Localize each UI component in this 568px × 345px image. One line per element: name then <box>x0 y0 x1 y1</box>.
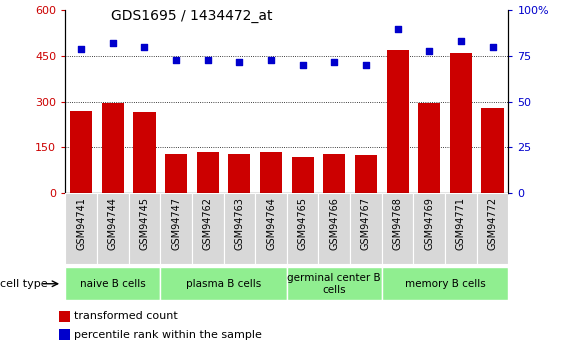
Bar <box>165 154 187 193</box>
Text: GSM94747: GSM94747 <box>171 197 181 250</box>
Point <box>108 40 118 46</box>
Bar <box>128 193 160 264</box>
Bar <box>414 193 445 264</box>
Bar <box>255 193 287 264</box>
Point <box>203 57 212 62</box>
Text: GSM94772: GSM94772 <box>487 197 498 250</box>
Bar <box>192 193 224 264</box>
Bar <box>386 50 409 193</box>
Text: GSM94765: GSM94765 <box>298 197 308 250</box>
Bar <box>65 267 160 300</box>
Bar <box>445 193 477 264</box>
Point <box>140 44 149 50</box>
Bar <box>482 108 504 193</box>
Point <box>425 48 434 53</box>
Bar <box>228 154 250 193</box>
Text: GSM94767: GSM94767 <box>361 197 371 250</box>
Text: transformed count: transformed count <box>74 312 178 322</box>
Point <box>172 57 181 62</box>
Text: GSM94745: GSM94745 <box>139 197 149 250</box>
Bar <box>160 193 192 264</box>
Bar <box>197 152 219 193</box>
Text: GSM94762: GSM94762 <box>203 197 213 250</box>
Point <box>330 59 339 64</box>
Text: plasma B cells: plasma B cells <box>186 279 261 289</box>
Text: memory B cells: memory B cells <box>404 279 486 289</box>
Bar <box>133 111 156 193</box>
Bar <box>59 311 70 322</box>
Point <box>488 44 497 50</box>
Bar <box>382 193 414 264</box>
Bar <box>97 193 128 264</box>
Text: GSM94744: GSM94744 <box>108 197 118 250</box>
Bar <box>323 154 345 193</box>
Bar <box>65 193 97 264</box>
Text: cell type: cell type <box>0 279 48 289</box>
Bar <box>70 111 92 193</box>
Bar <box>160 267 287 300</box>
Bar <box>319 193 350 264</box>
Text: GDS1695 / 1434472_at: GDS1695 / 1434472_at <box>111 9 272 23</box>
Text: germinal center B
cells: germinal center B cells <box>287 273 381 295</box>
Point <box>393 26 402 31</box>
Text: GSM94763: GSM94763 <box>235 197 244 250</box>
Text: GSM94741: GSM94741 <box>76 197 86 250</box>
Text: GSM94766: GSM94766 <box>329 197 339 250</box>
Bar <box>287 193 319 264</box>
Bar <box>260 152 282 193</box>
Bar <box>59 329 70 340</box>
Bar <box>291 157 314 193</box>
Point <box>298 62 307 68</box>
Bar <box>287 267 382 300</box>
Point <box>266 57 275 62</box>
Bar <box>102 103 124 193</box>
Point <box>361 62 370 68</box>
Text: naive B cells: naive B cells <box>80 279 145 289</box>
Text: GSM94771: GSM94771 <box>456 197 466 250</box>
Bar <box>350 193 382 264</box>
Bar <box>382 267 508 300</box>
Bar <box>418 103 440 193</box>
Bar <box>224 193 255 264</box>
Bar <box>355 155 377 193</box>
Text: GSM94764: GSM94764 <box>266 197 276 250</box>
Text: GSM94769: GSM94769 <box>424 197 435 250</box>
Bar <box>450 53 472 193</box>
Point <box>77 46 86 51</box>
Text: percentile rank within the sample: percentile rank within the sample <box>74 330 262 340</box>
Bar <box>477 193 508 264</box>
Point <box>235 59 244 64</box>
Text: GSM94768: GSM94768 <box>392 197 403 250</box>
Point <box>456 39 465 44</box>
